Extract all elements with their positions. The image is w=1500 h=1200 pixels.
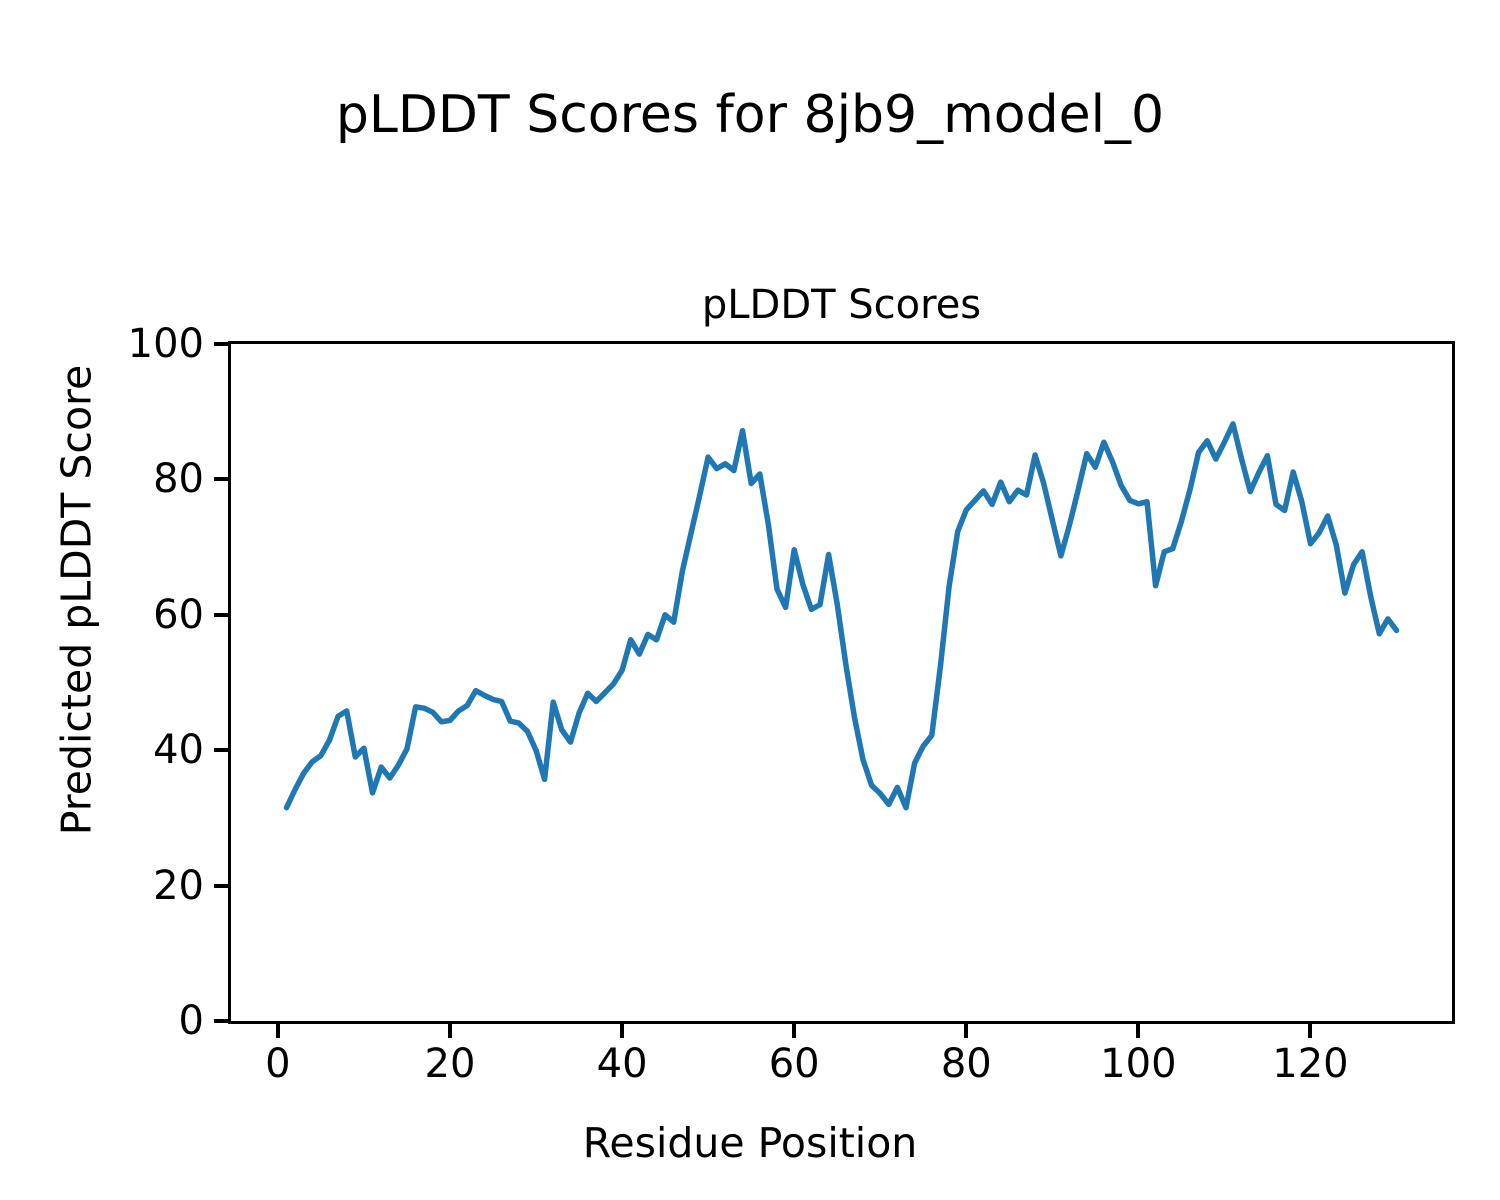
y-tick-mark	[214, 342, 228, 346]
x-tick-label: 20	[424, 1041, 476, 1087]
x-tick-mark	[964, 1024, 969, 1038]
figure-suptitle: pLDDT Scores for 8jb9_model_0	[335, 85, 1165, 145]
y-tick-mark	[214, 1019, 228, 1023]
y-tick-label: 100	[127, 321, 204, 367]
x-axis-label: Residue Position	[582, 1119, 918, 1167]
y-tick-label: 80	[153, 456, 204, 503]
x-tick-label: 100	[1100, 1041, 1177, 1087]
y-tick-label: 40	[153, 727, 204, 774]
plot-area	[228, 341, 1455, 1024]
x-tick-mark	[1308, 1024, 1313, 1038]
x-tick-label: 60	[768, 1041, 820, 1087]
y-tick-mark	[214, 883, 228, 888]
plddt-line	[283, 421, 1400, 811]
x-tick-label: 0	[265, 1041, 291, 1087]
x-tick-mark	[275, 1024, 280, 1038]
x-tick-label: 80	[940, 1041, 992, 1087]
x-tick-mark	[1136, 1024, 1141, 1038]
y-tick-label: 60	[153, 591, 204, 638]
plddt-line-svg	[283, 421, 1400, 811]
x-tick-mark	[447, 1024, 452, 1038]
y-tick-label: 20	[153, 862, 204, 909]
x-tick-mark	[620, 1024, 625, 1038]
y-tick-mark	[214, 477, 228, 482]
axes-title: pLDDT Scores	[701, 282, 982, 328]
x-tick-label: 40	[596, 1041, 648, 1087]
x-tick-mark	[792, 1024, 797, 1038]
x-tick-label: 120	[1272, 1041, 1349, 1087]
y-tick-label: 0	[178, 998, 204, 1044]
y-tick-mark	[214, 748, 228, 753]
y-tick-mark	[214, 612, 228, 617]
